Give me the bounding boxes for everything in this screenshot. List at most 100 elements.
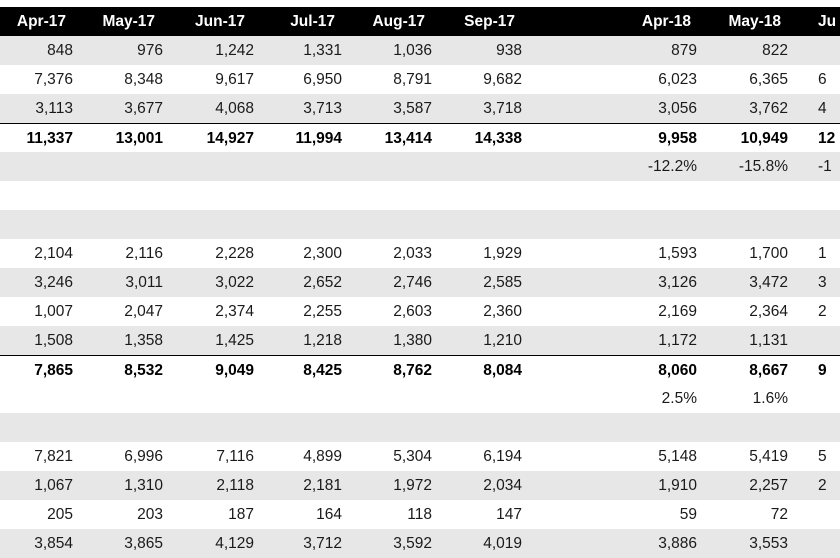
table-cell[interactable]: 3,113 [35, 100, 73, 117]
table-cell[interactable]: 1,700 [749, 245, 788, 262]
table-cell[interactable]: 164 [316, 506, 342, 523]
column-header[interactable]: Jun-17 [195, 13, 245, 30]
table-cell[interactable]: 2,257 [749, 477, 788, 494]
table-cell[interactable]: 6,950 [303, 71, 342, 88]
table-cell[interactable]: 203 [137, 506, 163, 523]
table-cell[interactable] [818, 326, 840, 355]
table-cell[interactable]: 1,310 [124, 477, 163, 494]
table-cell[interactable]: 9,617 [215, 71, 254, 88]
table-cell[interactable]: 1,508 [34, 332, 73, 349]
table-cell[interactable]: 8,667 [749, 362, 788, 379]
table-cell[interactable]: 10,949 [740, 130, 788, 147]
table-cell[interactable]: 9,049 [215, 362, 254, 379]
table-cell[interactable]: 6,194 [483, 448, 522, 465]
table-cell[interactable]: 2,104 [34, 245, 73, 262]
table-cell[interactable]: -15.8% [738, 158, 788, 175]
table-cell[interactable]: 4,129 [215, 535, 254, 552]
table-cell[interactable]: 9 [818, 362, 827, 379]
table-cell[interactable]: 1,358 [124, 332, 163, 349]
table-cell[interactable]: 3,056 [658, 100, 697, 117]
table-cell[interactable]: 2,033 [393, 245, 432, 262]
table-cell[interactable]: 3,886 [658, 535, 697, 552]
table-cell[interactable]: 2,047 [124, 303, 163, 320]
table-cell[interactable]: 2,360 [483, 303, 522, 320]
table-cell[interactable]: 2,228 [215, 245, 254, 262]
table-cell[interactable]: 1 [818, 245, 827, 262]
table-cell[interactable]: 6,996 [124, 448, 163, 465]
table-cell[interactable]: 7,116 [216, 448, 254, 465]
table-cell[interactable]: 11,994 [295, 130, 342, 147]
table-cell[interactable]: 8,791 [393, 71, 432, 88]
table-cell[interactable]: 5,304 [393, 448, 432, 465]
table-cell[interactable]: -1 [818, 158, 832, 175]
table-cell[interactable]: 3,762 [749, 100, 788, 117]
table-cell[interactable]: 14,927 [206, 130, 254, 147]
table-cell[interactable]: 1,131 [749, 332, 788, 349]
table-cell[interactable]: 3,553 [749, 535, 788, 552]
table-cell[interactable]: 976 [137, 42, 163, 59]
table-cell[interactable]: 1,172 [658, 332, 697, 349]
table-cell[interactable]: 1,972 [393, 477, 432, 494]
table-cell[interactable]: 72 [770, 506, 788, 523]
table-cell[interactable]: 8,060 [658, 362, 697, 379]
table-cell[interactable]: 2 [818, 477, 827, 494]
table-cell[interactable]: 1,067 [34, 477, 73, 494]
table-cell[interactable]: 8,348 [124, 71, 163, 88]
table-cell[interactable]: 2,746 [393, 274, 432, 291]
table-cell[interactable]: 3,126 [658, 274, 697, 291]
column-header[interactable]: Sep-17 [464, 13, 515, 30]
table-cell[interactable]: 1,218 [303, 332, 342, 349]
table-cell[interactable]: 3,677 [124, 100, 163, 117]
table-cell[interactable] [818, 181, 840, 210]
table-cell[interactable]: 9,682 [483, 71, 522, 88]
table-cell[interactable] [818, 210, 840, 239]
column-header[interactable]: Apr-17 [16, 13, 66, 30]
column-header[interactable]: Jul-17 [290, 13, 335, 30]
table-cell[interactable]: 1,593 [658, 245, 697, 262]
table-cell[interactable]: 2,118 [216, 477, 254, 494]
table-cell[interactable]: 4,019 [483, 535, 522, 552]
table-cell[interactable]: 3,022 [215, 274, 254, 291]
table-cell[interactable]: 1,007 [34, 303, 73, 320]
table-cell[interactable]: 7,865 [34, 362, 73, 379]
table-cell[interactable]: 14,338 [474, 130, 522, 147]
table-cell[interactable]: 4,899 [303, 448, 342, 465]
table-cell[interactable]: 6,365 [749, 71, 788, 88]
table-cell[interactable]: 6,023 [658, 71, 697, 88]
table-cell[interactable]: 2,300 [303, 245, 342, 262]
column-header[interactable]: May-18 [728, 13, 781, 30]
table-cell[interactable]: 3,718 [483, 100, 522, 117]
table-cell[interactable]: 2,652 [303, 274, 342, 291]
table-cell[interactable] [818, 500, 840, 529]
table-cell[interactable]: 2,374 [215, 303, 254, 320]
table-cell[interactable]: 8,084 [483, 362, 522, 379]
table-cell[interactable]: 2 [818, 303, 827, 320]
table-cell[interactable]: 2,585 [483, 274, 522, 291]
table-cell[interactable]: 6 [818, 71, 827, 88]
table-cell[interactable]: 7,376 [34, 71, 73, 88]
table-cell[interactable] [818, 36, 840, 65]
table-cell[interactable]: 13,414 [384, 130, 432, 147]
table-cell[interactable]: 4,068 [215, 100, 254, 117]
table-cell[interactable]: -12.2% [647, 158, 697, 175]
table-cell[interactable]: 3,587 [393, 100, 432, 117]
table-cell[interactable]: 848 [47, 42, 73, 59]
table-cell[interactable]: 1,380 [393, 332, 432, 349]
table-cell[interactable]: 3 [818, 274, 827, 291]
column-header[interactable]: Apr-18 [641, 13, 691, 30]
table-cell[interactable] [818, 384, 840, 413]
table-cell[interactable]: 2,181 [303, 477, 342, 494]
table-cell[interactable]: 3,472 [749, 274, 788, 291]
table-cell[interactable]: 3,712 [303, 535, 342, 552]
table-cell[interactable]: 11,337 [26, 130, 73, 147]
table-cell[interactable]: 13,001 [115, 130, 163, 147]
table-cell[interactable]: 147 [496, 506, 522, 523]
table-cell[interactable]: 8,425 [303, 362, 342, 379]
table-cell[interactable]: 822 [762, 42, 788, 59]
table-cell[interactable]: 1,425 [215, 332, 254, 349]
table-cell[interactable]: 59 [679, 506, 697, 523]
table-cell[interactable]: 3,713 [303, 100, 342, 117]
table-cell[interactable]: 8,762 [393, 362, 432, 379]
table-cell[interactable]: 3,011 [125, 274, 163, 291]
table-cell[interactable] [818, 413, 840, 442]
